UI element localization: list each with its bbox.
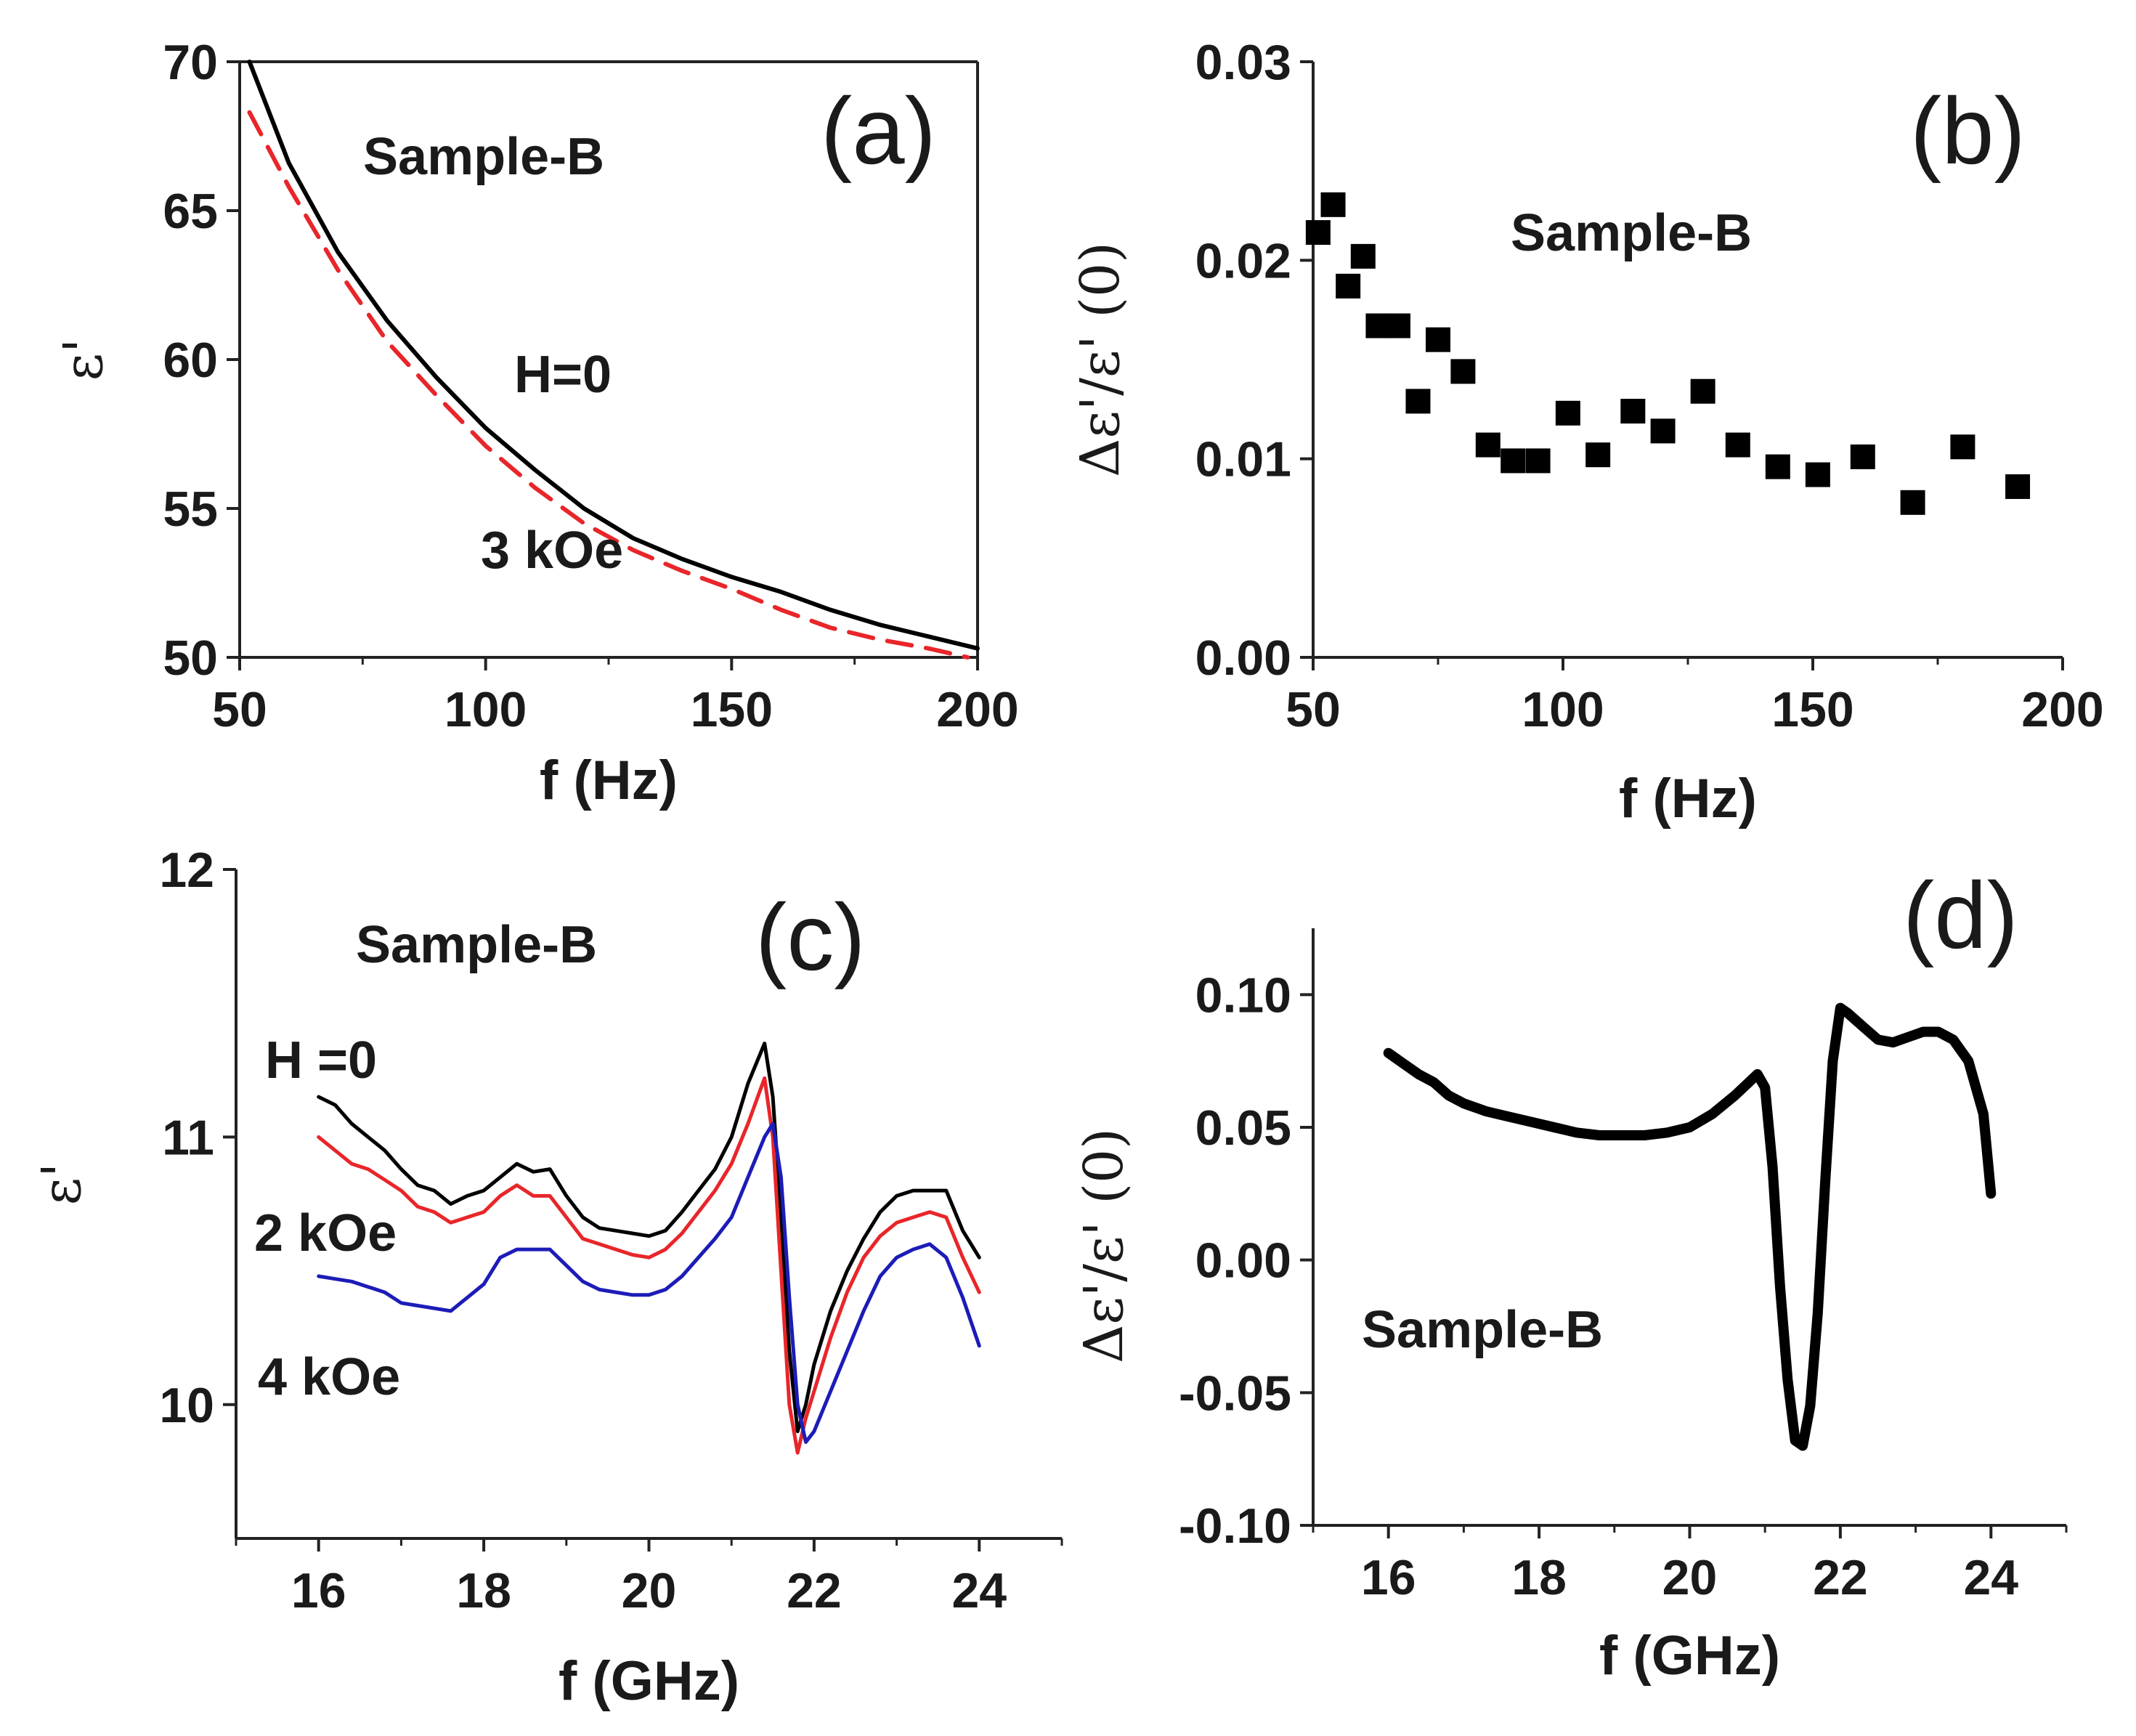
series-label: 4 kOe: [258, 1348, 400, 1406]
x-tick-label: 16: [1361, 1550, 1416, 1605]
data-point: [1320, 192, 1346, 217]
data-point: [1475, 432, 1501, 458]
x-tick-label: 50: [1286, 682, 1341, 737]
y-tick-label: 0.00: [1195, 1233, 1291, 1289]
y-tick-label: 50: [163, 630, 218, 686]
panel-a: 50 100 150 200 50 55 60 65 70 f (Hz) ε' (a) Sample-B…: [52, 35, 1019, 811]
x-tick-label: 22: [787, 1563, 842, 1618]
y-tick-label: 0.02: [1195, 233, 1291, 288]
y-tick-label: 70: [163, 35, 218, 90]
series-label: 3 kOe: [481, 522, 623, 580]
series-label: H=0: [514, 346, 612, 404]
panel-d: 16 18 20 22 24 -0.10 -0.05 0.00 0.05 0.10 f (GHz) Δ…: [1073, 862, 2068, 1687]
sample-annotation: Sample-B: [363, 128, 604, 186]
y-tick-label: 10: [159, 1378, 214, 1433]
x-tick-label: 20: [622, 1563, 677, 1618]
series-line: [317, 1042, 981, 1434]
y-tick-label: 12: [159, 843, 214, 898]
panel-letter: (d): [1903, 862, 2018, 968]
series-label: 2 kOe: [254, 1204, 397, 1262]
data-point: [1585, 442, 1611, 468]
y-axis-label: Δε'/ε' (0): [1069, 242, 1132, 477]
data-point: [1650, 418, 1676, 444]
x-axis-label: f (Hz): [1619, 768, 1757, 830]
panel-letter: (a): [821, 78, 936, 184]
data-point: [1690, 378, 1715, 404]
y-axis-label: Δε'/ε' (0): [1073, 1128, 1135, 1363]
series-line: [1383, 1002, 1997, 1451]
x-tick-label: 50: [212, 682, 267, 737]
data-point: [1336, 273, 1361, 299]
y-tick-label: -0.10: [1179, 1498, 1291, 1554]
y-tick-label: 0.01: [1195, 432, 1291, 487]
y-tick-label: 65: [163, 184, 218, 239]
panel-letter: (b): [1910, 78, 2026, 184]
x-tick-label: 24: [1963, 1550, 2018, 1605]
data-point: [1450, 359, 1476, 384]
data-point: [1405, 389, 1431, 414]
data-point: [1350, 243, 1376, 269]
x-axis-label: f (Hz): [540, 750, 678, 811]
x-tick-label: 100: [1522, 682, 1604, 737]
sample-annotation: Sample-B: [356, 916, 597, 974]
panel-c: 16 18 20 22 24 10 11 12 f (GHz) ε' (c) Sample-B H =0…: [31, 843, 1063, 1712]
series-line: [317, 1076, 981, 1455]
series-line: [247, 110, 970, 660]
x-axis-label: f (GHz): [559, 1650, 739, 1712]
data-point: [1850, 444, 1875, 469]
x-tick-label: 22: [1813, 1550, 1868, 1605]
data-point: [1900, 490, 1925, 515]
x-tick-label: 150: [691, 682, 773, 737]
x-tick-label: 100: [444, 682, 527, 737]
data-point: [1426, 327, 1450, 352]
series-line: [247, 60, 980, 651]
data-point: [1765, 454, 1790, 479]
data-point: [1555, 400, 1580, 426]
x-tick-label: 18: [456, 1563, 511, 1618]
x-tick-label: 16: [291, 1563, 346, 1618]
x-tick-label: 18: [1511, 1550, 1567, 1605]
y-axis-label: ε': [31, 1163, 93, 1206]
data-point: [1501, 448, 1526, 474]
y-tick-label: 11: [162, 1110, 214, 1165]
panel-b: 50 100 150 200 0.00 0.01 0.02 0.03 f (Hz) Δε'/ε' …: [1069, 35, 2104, 830]
data-point: [1805, 462, 1830, 487]
y-tick-label: 0.05: [1195, 1100, 1291, 1156]
series-label: H =0: [265, 1031, 377, 1090]
series-line: [317, 1121, 981, 1444]
x-tick-label: 24: [951, 1563, 1007, 1618]
y-tick-label: -0.05: [1179, 1366, 1291, 1421]
x-tick-label: 200: [2021, 682, 2103, 737]
x-tick-label: 200: [936, 682, 1018, 737]
y-tick-label: 55: [163, 482, 218, 537]
y-tick-label: 60: [163, 333, 218, 388]
y-tick-label: 0.00: [1195, 630, 1291, 686]
data-point: [1950, 434, 1975, 460]
panel-letter: (c): [755, 884, 866, 990]
x-axis-label: f (GHz): [1599, 1625, 1780, 1687]
y-axis-label: ε': [52, 338, 115, 381]
x-tick-label: 20: [1662, 1550, 1718, 1605]
y-tick-label: 0.03: [1195, 35, 1291, 90]
data-point: [1620, 399, 1646, 424]
sample-annotation: Sample-B: [1511, 204, 1752, 262]
data-point: [2005, 474, 2031, 499]
data-point: [1385, 313, 1410, 338]
data-point: [1525, 448, 1551, 474]
y-tick-label: 0.10: [1195, 968, 1291, 1023]
sample-annotation: Sample-B: [1362, 1301, 1603, 1359]
x-tick-label: 150: [1771, 682, 1853, 737]
data-point: [1725, 432, 1750, 458]
data-point: [1305, 220, 1331, 246]
